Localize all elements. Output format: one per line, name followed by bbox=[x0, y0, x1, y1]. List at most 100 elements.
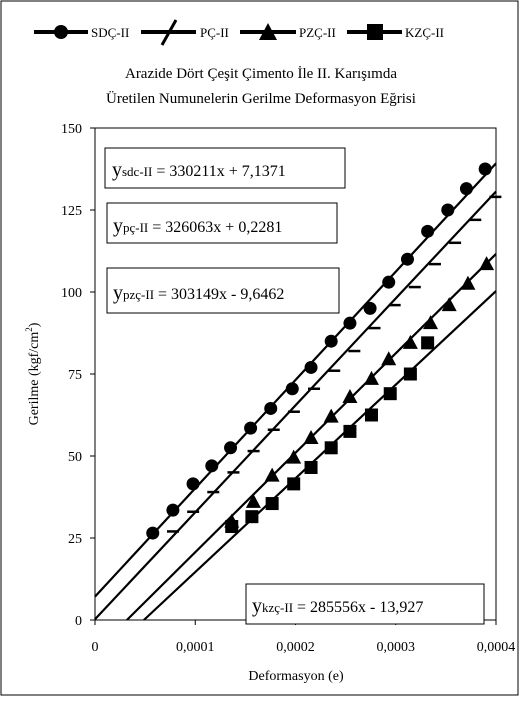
point-circle bbox=[382, 275, 396, 289]
x-tick-label: 0,0004 bbox=[477, 640, 516, 655]
eq-sdc-prefix: y bbox=[112, 159, 122, 181]
point-circle bbox=[459, 182, 473, 196]
eq-kzc-rhs: = 285556x - 13,927 bbox=[293, 599, 423, 616]
point-square bbox=[304, 460, 318, 474]
point-square bbox=[245, 510, 259, 524]
point-triangle bbox=[286, 449, 302, 464]
axis-ticks: 0 0,0001 0,0002 0,0003 0,0004 0 25 50 75 100 125 15… bbox=[61, 122, 515, 655]
point-circle bbox=[441, 203, 455, 217]
point-triangle bbox=[423, 315, 439, 330]
chart-title-line1: Arazide Dört Çeşit Çimento İle II. Karış… bbox=[125, 66, 397, 82]
eq-pzc-prefix: y bbox=[113, 282, 123, 304]
legend: SDÇ-II PÇ-II PZÇ-II KZÇ-II bbox=[34, 19, 444, 46]
y-tick-label: 0 bbox=[75, 614, 82, 629]
point-triangle bbox=[402, 334, 418, 349]
point-circle bbox=[205, 459, 219, 473]
svg-text:ysdc-II = 330211x + 7,1371: ysdc-II = 330211x + 7,1371 bbox=[112, 159, 286, 181]
point-triangle bbox=[264, 467, 280, 482]
fit-line-square bbox=[143, 290, 497, 621]
legend-label-sdc: SDÇ-II bbox=[91, 25, 129, 40]
point-square bbox=[403, 367, 417, 381]
fit-line-dash bbox=[94, 190, 497, 621]
point-circle bbox=[343, 316, 357, 330]
equation-box-sdc: ysdc-II = 330211x + 7,1371 bbox=[104, 147, 346, 189]
equation-box-pzc: ypzç-II = 303149x - 9,6462 bbox=[106, 267, 340, 314]
y-axis-label-sup: 2 bbox=[24, 327, 34, 332]
point-triangle bbox=[381, 351, 397, 366]
point-square bbox=[324, 441, 338, 455]
legend-triangle-marker bbox=[259, 23, 277, 40]
legend-label-pzc: PZÇ-II bbox=[299, 25, 336, 40]
svg-text:ypzç-II = 303149x - 9,6462: ypzç-II = 303149x - 9,6462 bbox=[113, 282, 284, 304]
eq-sdc-sub: sdc-II bbox=[122, 164, 152, 179]
point-circle bbox=[478, 162, 492, 176]
x-tick-label: 0,0001 bbox=[176, 640, 215, 655]
point-square bbox=[364, 408, 378, 422]
point-triangle bbox=[245, 493, 261, 508]
equation-box-kzc: ykzç-II = 285556x - 13,927 bbox=[245, 583, 485, 625]
y-tick-label: 50 bbox=[68, 450, 82, 465]
x-tick-label: 0,0002 bbox=[276, 640, 315, 655]
point-triangle bbox=[460, 275, 476, 290]
point-square bbox=[225, 520, 239, 534]
y-tick-label: 150 bbox=[61, 122, 82, 137]
point-circle bbox=[244, 421, 258, 435]
point-triangle bbox=[303, 429, 319, 444]
eq-kzc-sub: kzç-II bbox=[262, 600, 293, 615]
x-axis-label: Deformasyon (e) bbox=[248, 669, 344, 684]
data-markers bbox=[146, 162, 502, 540]
legend-item-sdc: SDÇ-II bbox=[34, 25, 129, 40]
x-tick-label: 0,0003 bbox=[377, 640, 416, 655]
point-circle bbox=[363, 301, 377, 315]
y-tick-label: 125 bbox=[61, 204, 82, 219]
point-circle bbox=[324, 334, 338, 348]
equation-box-pc: ypç-II = 326063x + 0,2281 bbox=[106, 202, 338, 244]
point-circle bbox=[146, 526, 160, 540]
point-circle bbox=[224, 441, 238, 455]
eq-pc-rhs: = 326063x + 0,2281 bbox=[148, 219, 282, 236]
point-circle bbox=[264, 401, 278, 415]
legend-slash-marker bbox=[160, 19, 178, 46]
eq-pzc-sub: pzç-II bbox=[123, 287, 154, 302]
eq-pc-prefix: y bbox=[113, 215, 123, 237]
legend-item-pzc: PZÇ-II bbox=[240, 23, 336, 40]
eq-kzc-prefix: y bbox=[252, 595, 262, 617]
x-tick-label: 0 bbox=[92, 640, 99, 655]
legend-square-marker bbox=[367, 24, 383, 40]
svg-text:ypç-II = 326063x + 0,2281: ypç-II = 326063x + 0,2281 bbox=[113, 215, 282, 237]
eq-sdc-rhs: = 330211x + 7,1371 bbox=[152, 163, 285, 180]
svg-text:ykzç-II = 285556x - 13,927: ykzç-II = 285556x - 13,927 bbox=[252, 595, 423, 617]
y-axis-label: Gerilme (kgf/cm2) bbox=[24, 322, 42, 425]
point-triangle bbox=[441, 297, 457, 312]
chart-title-line2: Üretilen Numunelerin Gerilme Deformasyon… bbox=[106, 90, 416, 107]
legend-label-kzc: KZÇ-II bbox=[405, 25, 444, 40]
point-square bbox=[287, 477, 301, 491]
point-square bbox=[343, 424, 357, 438]
point-square bbox=[421, 336, 435, 350]
eq-pzc-rhs: = 303149x - 9,6462 bbox=[154, 286, 284, 303]
point-circle bbox=[400, 252, 414, 266]
y-tick-label: 25 bbox=[68, 532, 82, 547]
y-axis-label-main: Gerilme (kgf/cm bbox=[27, 332, 42, 426]
y-tick-label: 100 bbox=[61, 286, 82, 301]
legend-label-pc: PÇ-II bbox=[200, 25, 229, 40]
point-circle bbox=[285, 382, 299, 396]
point-circle bbox=[304, 360, 318, 374]
y-axis-label-close: ) bbox=[27, 322, 42, 327]
point-square bbox=[383, 387, 397, 401]
point-circle bbox=[166, 503, 180, 517]
point-circle bbox=[186, 477, 200, 491]
point-square bbox=[265, 497, 279, 511]
point-circle bbox=[421, 224, 435, 238]
point-triangle bbox=[479, 256, 495, 271]
y-tick-label: 75 bbox=[68, 368, 82, 383]
point-triangle bbox=[342, 388, 358, 403]
legend-item-pc: PÇ-II bbox=[141, 19, 229, 46]
legend-circle-marker bbox=[54, 25, 68, 39]
eq-pc-sub: pç-II bbox=[123, 220, 148, 235]
point-triangle bbox=[363, 370, 379, 385]
plot-area bbox=[94, 127, 497, 621]
point-triangle bbox=[323, 408, 339, 423]
